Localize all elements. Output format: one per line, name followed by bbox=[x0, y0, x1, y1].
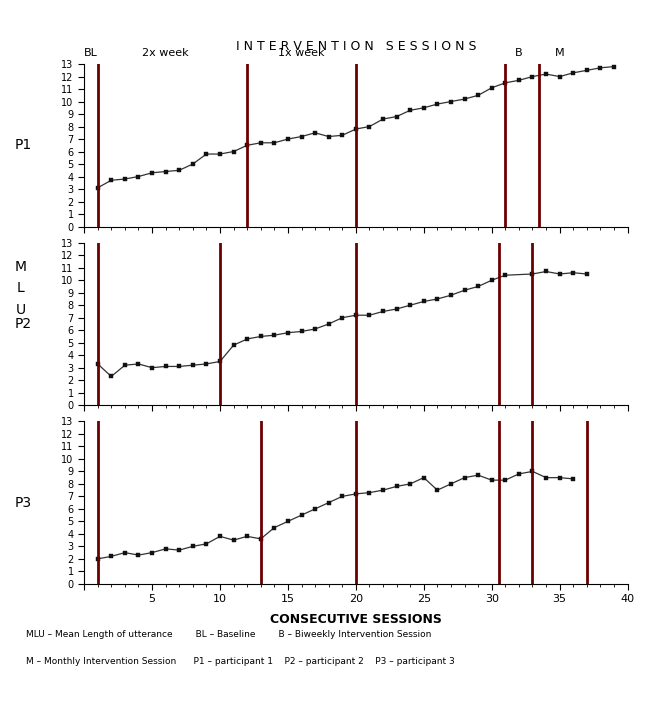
Text: P3: P3 bbox=[14, 496, 32, 510]
Text: I N T E R V E N T I O N   S E S S I O N S: I N T E R V E N T I O N S E S S I O N S bbox=[236, 40, 476, 53]
Text: BL: BL bbox=[84, 48, 98, 58]
Text: P1: P1 bbox=[14, 138, 32, 152]
Text: U: U bbox=[16, 303, 26, 317]
Text: M: M bbox=[555, 48, 564, 58]
Text: P2: P2 bbox=[14, 317, 32, 331]
Text: 2x week: 2x week bbox=[142, 48, 189, 58]
Text: MLU – Mean Length of utterance        BL – Baseline        B – Biweekly Interven: MLU – Mean Length of utterance BL – Base… bbox=[26, 630, 432, 639]
Text: B: B bbox=[515, 48, 523, 58]
Text: L: L bbox=[17, 281, 25, 295]
Text: M – Monthly Intervention Session      P1 – participant 1    P2 – participant 2  : M – Monthly Intervention Session P1 – pa… bbox=[26, 657, 455, 666]
Text: 1x week: 1x week bbox=[278, 48, 325, 58]
Text: M: M bbox=[15, 260, 27, 274]
X-axis label: CONSECUTIVE SESSIONS: CONSECUTIVE SESSIONS bbox=[270, 612, 442, 626]
